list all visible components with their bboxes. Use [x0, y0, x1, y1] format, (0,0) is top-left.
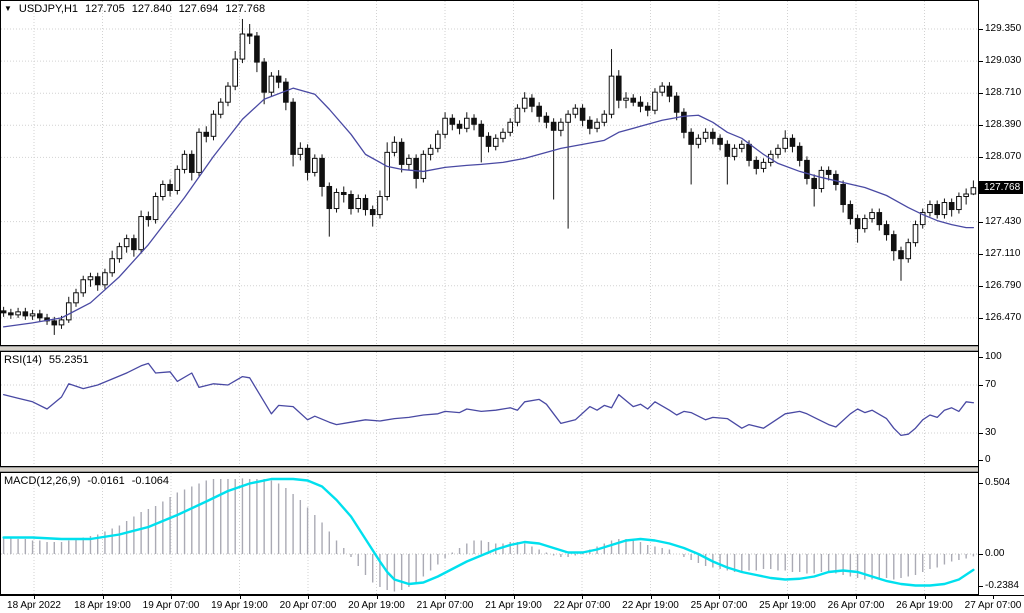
axis-tick-mark [979, 433, 983, 434]
main-price-pane[interactable]: ▼ USDJPY,H1 127.705 127.840 127.694 127.… [0, 0, 978, 346]
price-tick-label: 128.390 [985, 119, 1022, 130]
axis-tick-mark [979, 460, 983, 461]
macd-main-value: -0.0161 [87, 475, 125, 487]
price-tick-label: 129.030 [985, 55, 1022, 66]
price-tick-label: 126.470 [985, 312, 1022, 323]
pane-splitter-main-rsi[interactable] [0, 346, 1024, 351]
time-tick-mark [376, 596, 378, 599]
rsi-tick-label: 30 [985, 427, 997, 438]
time-tick-mark [582, 596, 583, 599]
macd-tick-label: 0.504 [985, 477, 1011, 488]
time-scale[interactable]: 18 Apr 2022 18 Apr 19:00 19 Apr 07:00 19 Ap… [0, 595, 1024, 613]
axis-tick-mark [979, 125, 983, 126]
time-tick-mark [308, 596, 309, 599]
time-tick-mark [650, 596, 652, 599]
axis-tick-mark [979, 93, 983, 94]
axis-tick-mark [979, 29, 983, 30]
time-tick-label: 18 Apr 19:00 [74, 600, 131, 611]
price-tick-label: 128.710 [985, 87, 1022, 98]
axis-tick-mark [979, 586, 983, 587]
macd-signal-line [2, 477, 975, 587]
macd-label-row: MACD(12,26,9) -0.0161 -0.1064 [4, 475, 169, 487]
rsi-tick-label: 0 [985, 454, 991, 465]
time-tick-label: 26 Apr 07:00 [827, 600, 885, 611]
rsi-indicator-name: RSI(14) [4, 354, 42, 366]
axis-tick-mark [979, 385, 983, 386]
rsi-plot[interactable] [0, 351, 978, 467]
rsi-line [2, 362, 975, 437]
chart-title-bar: ▼ USDJPY,H1 127.705 127.840 127.694 127.… [4, 3, 265, 15]
ohlc-close-value: 127.768 [225, 3, 266, 15]
axis-tick-mark [979, 157, 983, 158]
time-tick-mark [102, 596, 104, 599]
macd-tick-label: 0.00 [985, 548, 1005, 559]
price-tick-label: 127.430 [985, 216, 1022, 227]
chart-left-border [0, 0, 1, 595]
time-tick-mark [924, 596, 926, 599]
time-tick-label: 25 Apr 19:00 [759, 600, 816, 611]
axis-tick-mark [979, 483, 983, 484]
price-scale[interactable]: 127.768 129.350 129.030 128.710 128.390 128.… [978, 0, 1024, 613]
moving-average-line [2, 87, 975, 328]
rsi-label-row: RSI(14) 55.2351 [4, 354, 89, 366]
symbol-period-label: USDJPY,H1 [18, 3, 79, 15]
macd-histogram [2, 478, 975, 592]
macd-plot[interactable] [0, 472, 978, 595]
candles-group [0, 18, 977, 335]
time-tick-label: 20 Apr 07:00 [279, 600, 337, 611]
time-tick-mark [787, 596, 789, 599]
time-tick-label: 18 Apr 2022 [7, 600, 61, 611]
time-tick-label: 27 Apr 07:00 [964, 600, 1022, 611]
time-tick-label: 20 Apr 19:00 [348, 600, 405, 611]
rsi-tick-label: 100 [985, 351, 1002, 362]
price-scale-divider [978, 0, 979, 595]
rsi-indicator-value: 55.2351 [48, 354, 89, 366]
price-tick-label: 129.350 [985, 23, 1022, 34]
ohlc-high-value: 127.840 [131, 3, 172, 15]
time-tick-mark [34, 596, 35, 599]
axis-tick-mark [979, 61, 983, 62]
macd-indicator-name: MACD(12,26,9) [4, 475, 81, 487]
time-tick-label: 19 Apr 07:00 [142, 600, 200, 611]
ohlc-low-value: 127.694 [178, 3, 219, 15]
price-tick-label: 127.110 [985, 248, 1021, 259]
axis-tick-mark [979, 222, 983, 223]
price-tick-label: 128.070 [985, 151, 1022, 162]
time-tick-label: 22 Apr 07:00 [553, 600, 611, 611]
current-price-badge: 127.768 [979, 181, 1023, 194]
time-tick-mark [513, 596, 515, 599]
time-tick-mark [239, 596, 241, 599]
symbol-dropdown-arrow-icon[interactable]: ▼ [4, 4, 12, 13]
rsi-indicator-pane[interactable]: RSI(14) 55.2351 [0, 351, 978, 467]
pane-splitter-rsi-macd[interactable] [0, 467, 1024, 472]
rsi-tick-label: 70 [985, 379, 997, 390]
time-tick-label: 26 Apr 19:00 [896, 600, 953, 611]
macd-tick-label: -0.2384 [985, 580, 1019, 591]
time-tick-label: 19 Apr 19:00 [211, 600, 268, 611]
axis-tick-mark [979, 254, 983, 255]
time-tick-mark [171, 596, 172, 599]
axis-tick-mark [979, 286, 983, 287]
macd-signal-value: -0.1064 [131, 475, 170, 487]
time-tick-mark [856, 596, 857, 599]
ohlc-open-value: 127.705 [85, 3, 125, 15]
time-tick-label: 25 Apr 07:00 [690, 600, 748, 611]
time-tick-label: 22 Apr 19:00 [622, 600, 679, 611]
time-tick-label: 21 Apr 07:00 [416, 600, 474, 611]
axis-tick-mark [979, 554, 983, 555]
price-tick-label: 126.790 [985, 280, 1022, 291]
macd-indicator-pane[interactable]: MACD(12,26,9) -0.0161 -0.1064 [0, 472, 978, 595]
time-tick-mark [719, 596, 720, 599]
time-tick-mark [993, 596, 994, 599]
axis-tick-mark [979, 357, 983, 358]
axis-tick-mark [979, 318, 983, 319]
candlestick-plot[interactable] [0, 0, 978, 346]
time-tick-mark [445, 596, 446, 599]
time-tick-label: 21 Apr 19:00 [485, 600, 542, 611]
